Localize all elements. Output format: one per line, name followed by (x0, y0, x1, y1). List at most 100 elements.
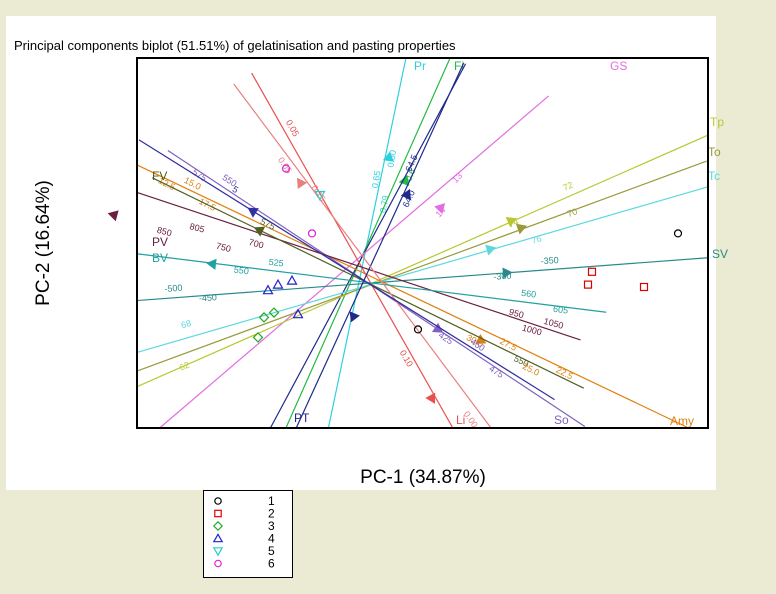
point-group-3 (258, 312, 270, 323)
point-group-2 (639, 282, 649, 292)
vector-tick-label: 72 (561, 180, 574, 193)
legend-label: 4 (268, 532, 275, 546)
vector-line-SV (136, 257, 709, 302)
vector-tick-label: 76 (530, 233, 542, 245)
vector-tick-label: 950 (508, 307, 525, 321)
legend-marker-5 (212, 547, 224, 557)
vector-tick-label: -300 (493, 270, 512, 281)
legend-marker-3 (212, 520, 224, 532)
y-axis-label: PC-2 (16.64%) (33, 180, 54, 306)
point-group-1 (673, 229, 683, 238)
vector-arrow-v16 (247, 207, 259, 218)
vector-arrow-FV (253, 226, 266, 237)
vector-label-BV: BV (152, 251, 168, 265)
vector-arrow-BV (206, 258, 217, 270)
plot-frame (136, 57, 709, 429)
point-group-6 (281, 164, 291, 173)
vector-tick-label: 1050 (543, 316, 565, 331)
vector-label-Amy: Amy (670, 414, 694, 428)
vector-tick-label: 750 (215, 241, 232, 255)
point-group-4 (292, 308, 304, 319)
vector-arrow-GS (434, 203, 446, 215)
vector-arrow-Fi (398, 174, 410, 187)
vector-tick-label: 700 (248, 237, 265, 251)
vector-tick-label: 74 (507, 216, 520, 229)
vector-arrow-SV (502, 267, 513, 279)
figure-background (6, 16, 716, 490)
vector-line-v16 (138, 139, 555, 401)
point-group-2 (587, 267, 597, 276)
vector-label-FV: FV (152, 169, 167, 183)
vector-tick-label: -500 (164, 283, 183, 294)
vector-tick-label: 13 (450, 171, 464, 185)
point-group-4 (286, 274, 298, 285)
x-axis-label: PC-1 (34.87%) (360, 467, 486, 488)
legend-marker-4 (212, 533, 224, 543)
vector-arrow-Tp (505, 217, 517, 228)
vector-line-PT (295, 62, 465, 429)
vector-arrow-Li (425, 392, 436, 404)
vector-line-GS (159, 95, 550, 429)
vector-line-Li (251, 72, 454, 429)
vector-tick-label: 62 (178, 360, 191, 373)
vector-tick-label: 14 (434, 205, 448, 219)
vector-tick-label: 805 (189, 221, 206, 235)
vector-line-Pr (327, 57, 407, 429)
vector-line-Tp (136, 134, 708, 388)
vector-line-v2 (269, 63, 467, 429)
legend-label: 1 (268, 494, 275, 508)
vector-label-Fi: Fi (454, 59, 464, 73)
point-group-3 (268, 307, 280, 318)
vector-arrow-Tc (485, 244, 497, 256)
vector-line-Amy (136, 164, 690, 429)
vector-tick-label: 70 (566, 206, 579, 219)
vector-tick-label: 605 (553, 304, 569, 316)
vector-label-Pr: Pr (414, 59, 426, 73)
vector-line-v15 (233, 83, 492, 429)
vector-tick-label: 0.65 (370, 170, 383, 189)
point-group-4 (272, 278, 284, 289)
vector-line-Tc (136, 186, 709, 354)
point-group-2 (583, 280, 593, 289)
vector-arrow-v2 (400, 188, 412, 201)
legend-marker-1 (214, 497, 222, 505)
vector-tick-label: -450 (199, 292, 218, 303)
chart-title: Principal components biplot (51.51%) of … (14, 38, 456, 53)
point-group-6 (307, 229, 317, 238)
vector-label-PT: PT (294, 411, 310, 425)
point-group-4 (262, 284, 274, 295)
point-group-5 (314, 190, 326, 201)
legend-label: 2 (268, 507, 275, 521)
vector-line-PV (136, 191, 581, 341)
vector-label-SV: SV (712, 247, 728, 261)
vector-label-PV: PV (152, 235, 168, 249)
vector-label-To: To (708, 145, 721, 159)
vector-arrow-To (515, 223, 528, 235)
legend-marker-6 (214, 559, 222, 568)
vector-label-Tc: Tc (708, 169, 720, 183)
vector-label-Tp: Tp (710, 115, 724, 129)
vector-tick-label: 5 (231, 184, 241, 195)
vector-tick-label: 560 (521, 288, 537, 300)
vector-arrow-Pr (382, 151, 394, 162)
vector-label-GS: GS (610, 59, 627, 73)
vector-line-To (136, 160, 707, 372)
legend-label: 3 (268, 519, 275, 533)
vector-line-Fi (285, 57, 451, 429)
legend-marker-2 (214, 509, 222, 518)
vector-arrow-PV (107, 210, 119, 222)
vector-arrow-Amy (475, 333, 487, 344)
vector-arrow-v15 (296, 177, 308, 189)
vector-label-Li: Li (456, 413, 465, 427)
vector-label-So: So (554, 413, 569, 427)
vector-tick-label: -350 (540, 255, 559, 266)
point-group-1 (413, 325, 423, 334)
vector-tick-label: 0.50 (385, 149, 398, 168)
vector-tick-label: 68 (180, 318, 192, 330)
point-group-3 (252, 332, 264, 343)
vector-tick-label: 550 (233, 265, 249, 277)
legend-label: 5 (268, 544, 275, 558)
